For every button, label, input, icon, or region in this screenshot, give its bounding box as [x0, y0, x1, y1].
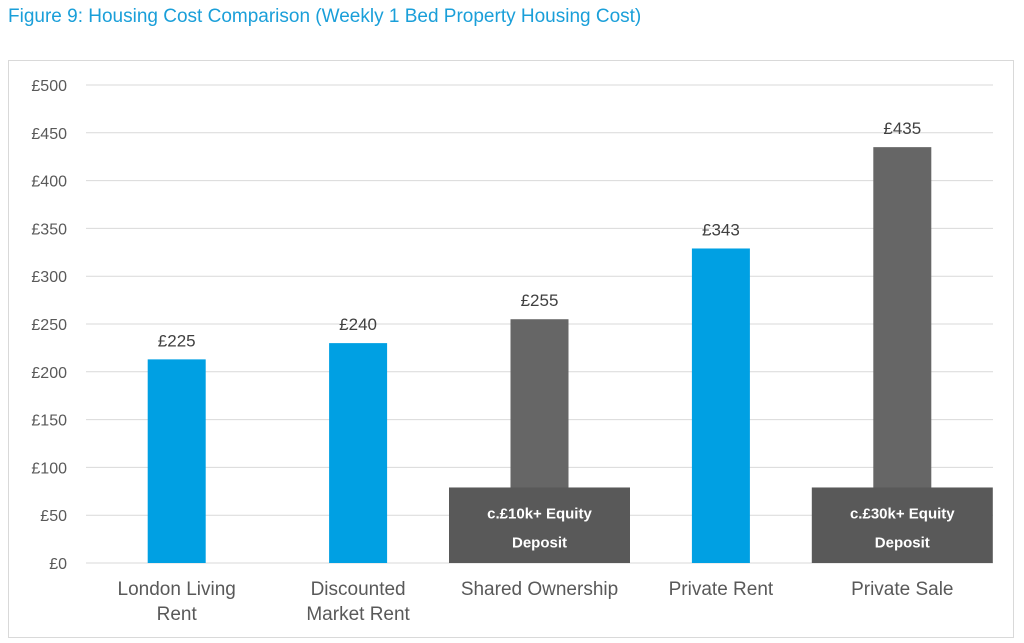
figure-title: Figure 9: Housing Cost Comparison (Weekl…	[8, 6, 642, 27]
x-tick-label: London Living	[118, 579, 236, 600]
data-label: £240	[339, 315, 377, 334]
y-tick-label: £150	[31, 413, 67, 430]
annotation-text: Deposit	[512, 534, 567, 551]
y-tick-label: £450	[31, 126, 67, 143]
y-tick-label: £350	[31, 221, 67, 238]
annotation-text: Deposit	[875, 534, 930, 551]
chart-frame: £0 £50 £100 £150 £200 £250 £300 £350 £400 £450 £50…	[8, 60, 1014, 638]
annotation-box	[449, 487, 630, 563]
y-tick-label: £500	[31, 78, 67, 95]
y-tick-label: £0	[49, 556, 67, 573]
x-tick-label: Private Sale	[851, 579, 953, 600]
x-tick-label: Shared Ownership	[461, 579, 618, 600]
x-tick-label: Market Rent	[306, 604, 410, 625]
bar	[691, 248, 750, 563]
y-tick-label: £200	[31, 365, 67, 382]
bar	[147, 359, 206, 563]
x-tick-label: Rent	[157, 604, 198, 625]
bar-chart: £0 £50 £100 £150 £200 £250 £300 £350 £400 £450 £50…	[31, 78, 993, 625]
y-tick-label: £400	[31, 174, 67, 191]
annotation-text: c.£10k+ Equity	[487, 505, 592, 522]
x-tick-label: Private Rent	[669, 579, 774, 600]
y-tick-label: £300	[31, 269, 67, 286]
annotation-box	[811, 487, 993, 563]
data-label: £225	[158, 331, 196, 350]
data-label: £343	[702, 220, 740, 239]
data-label: £255	[521, 291, 559, 310]
bar	[329, 343, 388, 563]
y-tick-label: £50	[40, 508, 67, 525]
y-tick-label: £100	[31, 460, 67, 477]
annotation-text: c.£30k+ Equity	[850, 505, 955, 522]
y-tick-label: £250	[31, 317, 67, 334]
data-label: £435	[883, 119, 921, 138]
x-tick-label: Discounted	[311, 579, 406, 600]
